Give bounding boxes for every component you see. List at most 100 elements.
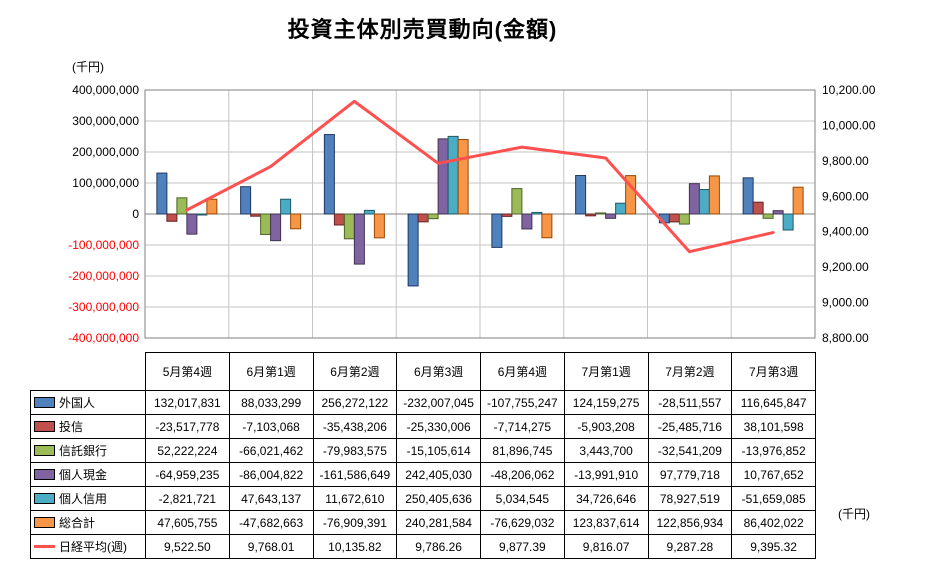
series-row: 個人現金 -64,959,235 -86,004,822 -161,586,649 24… (30, 462, 816, 487)
value-cell: -66,021,462 (228, 438, 314, 463)
week-header-cell: 6月第4週 (480, 352, 565, 391)
value-cell: 78,927,519 (647, 486, 733, 511)
left-axis-tick-label: -200,000,000 (68, 269, 139, 283)
value-cell: 250,405,636 (396, 486, 481, 511)
bar-series (280, 198, 292, 215)
left-axis-unit: (千円) (72, 60, 104, 74)
value-cell: 242,405,030 (396, 462, 481, 487)
bar-series (186, 213, 198, 235)
bar-series (678, 213, 690, 225)
bar-series (625, 175, 637, 215)
legend-cell: 個人信用 (30, 486, 146, 511)
series-row: 信託銀行 52,222,224 -66,021,462 -79,983,575 -15,… (30, 438, 816, 463)
bar-series (240, 186, 252, 215)
value-cell: 11,672,610 (312, 486, 398, 511)
value-cell: 9,768.01 (228, 534, 314, 559)
value-cell: 132,017,831 (145, 390, 230, 415)
legend-cell: 個人現金 (30, 462, 146, 487)
bar-series (605, 213, 617, 219)
value-cell: 9,786.26 (396, 534, 481, 559)
bar-legend-marker-icon (34, 469, 55, 480)
bar-series (772, 210, 784, 215)
week-header-cell: 7月第2週 (647, 352, 733, 391)
table-corner (31, 353, 146, 391)
bar-series (447, 135, 459, 215)
value-cell: -86,004,822 (228, 462, 314, 487)
bar-legend-marker-icon (34, 493, 55, 504)
value-cell: 52,222,224 (145, 438, 230, 463)
bar-series (501, 213, 513, 217)
series-name-label: 日経平均(週) (59, 540, 127, 554)
value-cell: 88,033,299 (228, 390, 314, 415)
value-cell: 47,643,137 (228, 486, 314, 511)
left-axis-tick-label: 0 (132, 207, 139, 221)
right-axis-tick-label: 10,000.00 (822, 118, 876, 132)
value-cell: 116,645,847 (731, 390, 816, 415)
bar-series (290, 213, 302, 230)
right-axis-tick-label: 9,000.00 (822, 296, 869, 310)
legend-cell: 日経平均(週) (30, 534, 146, 559)
week-header-cell: 6月第1週 (228, 352, 314, 391)
data-table: 5月第4週 6月第1週 6月第2週 6月第3週 6月第4週 7月第1週 7月第2週 7月第3週… (30, 352, 816, 559)
chart-title: 投資主体別売買動向(金額) (287, 17, 558, 42)
value-cell: 97,779,718 (647, 462, 733, 487)
bar-series (206, 198, 218, 215)
value-cell: 9,522.50 (145, 534, 230, 559)
right-axis-tick-label: 9,800.00 (822, 154, 869, 168)
series-name-label: 総合計 (59, 516, 96, 530)
right-axis-tick-label: 9,400.00 (822, 225, 869, 239)
bar-series (585, 213, 597, 217)
value-cell: -23,517,778 (145, 414, 230, 439)
value-cell: -47,682,663 (228, 510, 314, 535)
value-cell: 9,287.28 (647, 534, 733, 559)
bar-series (363, 209, 375, 215)
bar-series (373, 213, 385, 239)
value-cell: -13,976,852 (731, 438, 816, 463)
legend-cell: 信託銀行 (30, 438, 146, 463)
value-cell: 3,443,700 (563, 438, 649, 463)
value-cell: 123,837,614 (563, 510, 649, 535)
legend-cell: 外国人 (30, 390, 146, 415)
value-cell: 9,877.39 (480, 534, 565, 559)
series-name-label: 投信 (59, 420, 84, 434)
bar-series (260, 213, 272, 235)
value-cell: -76,909,391 (312, 510, 398, 535)
bar-series (668, 213, 680, 223)
value-cell: -7,714,275 (480, 414, 565, 439)
value-cell: 34,726,646 (563, 486, 649, 511)
value-cell: -15,105,614 (396, 438, 481, 463)
value-cell: 122,856,934 (647, 510, 733, 535)
bar-series (752, 201, 764, 215)
bar-series (615, 202, 627, 215)
legend-cell: 総合計 (30, 510, 146, 535)
right-axis-tick-label: 9,600.00 (822, 189, 869, 203)
value-cell: 86,402,022 (731, 510, 816, 535)
value-cell: -5,903,208 (563, 414, 649, 439)
nikkei-line (185, 99, 775, 254)
value-cell: -48,206,062 (480, 462, 565, 487)
week-header-cell: 7月第3週 (731, 352, 816, 391)
value-cell: 10,135.82 (312, 534, 398, 559)
value-cell: -13,991,910 (563, 462, 649, 487)
bar-series (323, 134, 335, 215)
series-name-label: 個人信用 (59, 492, 108, 506)
week-header-cell: 5月第4週 (145, 352, 230, 391)
bar-series (343, 213, 355, 240)
bar-series (521, 213, 533, 230)
value-cell: -76,629,032 (480, 510, 565, 535)
bar-series (353, 213, 365, 265)
left-axis-tick-label: -300,000,000 (68, 300, 139, 314)
value-cell: 5,034,545 (480, 486, 565, 511)
value-cell: -7,103,068 (228, 414, 314, 439)
right-axis-unit: (千円) (838, 507, 870, 521)
series-name-label: 外国人 (59, 396, 96, 410)
value-cell: 240,281,584 (396, 510, 481, 535)
right-axis-tick-label: 8,800.00 (822, 331, 869, 345)
value-cell: -28,511,557 (647, 390, 733, 415)
line-legend-marker-icon (34, 545, 55, 548)
bar-legend-marker-icon (34, 517, 55, 528)
bar-legend-marker-icon (34, 421, 55, 432)
bar-series (531, 211, 543, 215)
value-cell: -232,007,045 (396, 390, 481, 415)
